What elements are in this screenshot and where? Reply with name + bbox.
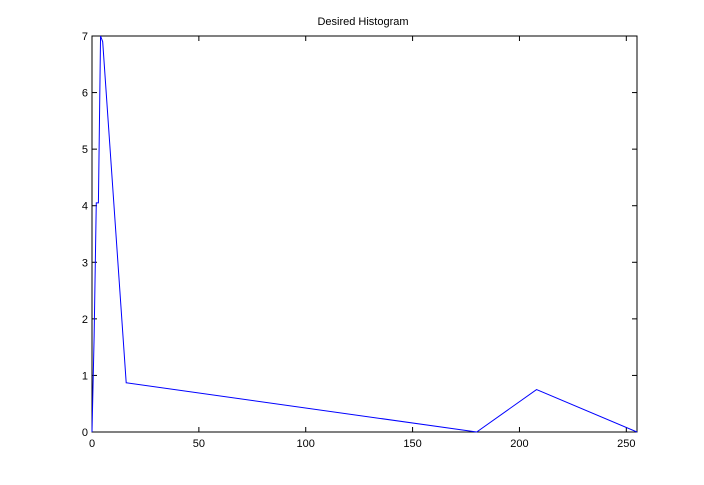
y-tick-label: 6 [82, 88, 88, 100]
x-tick-label: 150 [403, 438, 421, 450]
plot-frame [91, 35, 638, 433]
y-tick-label: 1 [82, 370, 88, 382]
x-tick-label: 100 [297, 438, 315, 450]
y-tick-label: 4 [82, 201, 88, 213]
y-tick-label: 0 [82, 427, 88, 439]
series-line [91, 35, 638, 433]
chart-title: Desired Histogram [317, 16, 408, 28]
x-tick-label: 50 [193, 438, 205, 450]
y-tick-label: 5 [82, 144, 88, 156]
x-tick-label: 200 [510, 438, 528, 450]
series-layer [91, 35, 638, 433]
tick-layer: 0 50 100 150 200 250 0 1 2 3 4 5 6 7 [82, 31, 637, 450]
y-tick-label: 3 [82, 257, 88, 269]
y-tick-label: 2 [82, 314, 88, 326]
y-tick-label: 7 [82, 31, 88, 43]
x-tick-label: 0 [89, 438, 95, 450]
x-tick-label: 250 [617, 438, 635, 450]
